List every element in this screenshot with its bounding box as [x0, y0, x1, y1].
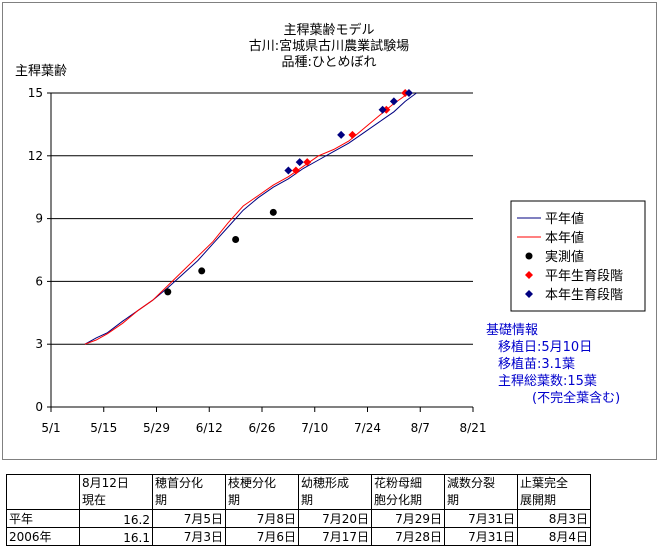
table-cell: 7月6日: [225, 527, 299, 546]
x-tick-label: 7/10: [301, 421, 328, 435]
data-point-2: [164, 288, 172, 296]
info-title: 基礎情報: [486, 323, 539, 338]
stage-point-4: [295, 158, 304, 167]
table-corner-cell: [6, 474, 80, 510]
table-row: 平年 16.2 7月5日 7月8日 7月20日 7月29日 7月31日 8月3日: [6, 509, 591, 528]
chart-title-line-2: 品種:ひとめぼれ: [282, 54, 377, 70]
y-tick-label: 3: [35, 337, 43, 351]
y-tick-label: 6: [35, 274, 43, 288]
table-cell: 7月31日: [444, 509, 518, 528]
y-tick-label: 12: [28, 149, 43, 163]
data-point-2: [269, 208, 277, 216]
x-tick-label: 8/7: [411, 421, 430, 435]
table-cell: 7月31日: [444, 527, 518, 546]
row-label: 2006年: [6, 527, 80, 546]
info-line-transplant-date: 移植日:5月10日: [498, 340, 593, 355]
table-cell: 7月3日: [152, 527, 226, 546]
table-cell: 16.2: [79, 509, 153, 528]
table-cell: 7月20日: [298, 509, 372, 528]
x-tick-label: 5/15: [90, 421, 117, 435]
stage-point-4: [378, 105, 387, 114]
y-tick-label: 15: [28, 86, 43, 100]
stage-point-4: [337, 130, 346, 139]
x-tick-label: 6/12: [196, 421, 223, 435]
table-cell: 7月8日: [225, 509, 299, 528]
table-cell: 7月28日: [371, 527, 445, 546]
table-cell: 8月3日: [517, 509, 591, 528]
table-cell: 16.1: [79, 527, 153, 546]
x-tick-label: 5/29: [143, 421, 170, 435]
data-point-2: [232, 236, 240, 244]
x-tick-label: 5/1: [41, 421, 60, 435]
stage-point-4: [284, 166, 293, 175]
header-young-panicle: 幼穂形成期: [298, 474, 372, 510]
header-pollen-mother-cell: 花粉母細 胞分化期: [371, 474, 445, 510]
info-line-seedling: 移植苗:3.1葉: [498, 357, 576, 372]
table-cell: 8月4日: [517, 527, 591, 546]
header-branch: 枝梗分化期: [225, 474, 299, 510]
y-axis-label: 主稈葉齢: [15, 64, 67, 79]
stage-point-3: [303, 158, 312, 167]
basic-info-panel: 基礎情報 移植日:5月10日 移植苗:3.1葉 主稈総葉数:15葉 (不完全葉含…: [486, 322, 620, 407]
legend-label: 本年生育段階: [545, 287, 623, 303]
legend-label: 実測値: [545, 249, 584, 265]
row-label: 平年: [6, 509, 80, 528]
legend-label: 平年生育段階: [545, 268, 623, 284]
x-tick-label: 8/21: [460, 421, 487, 435]
header-flag-leaf: 止葉完全 展開期: [517, 474, 591, 510]
x-tick-label: 6/26: [249, 421, 276, 435]
legend-box: [510, 200, 646, 312]
stage-point-3: [348, 130, 357, 139]
y-tick-label: 9: [35, 212, 43, 226]
y-tick-label: 0: [35, 400, 43, 414]
data-point-2: [198, 267, 206, 275]
legend-swatch: [525, 271, 533, 279]
legend-swatch: [525, 252, 533, 260]
x-tick-label: 7/24: [354, 421, 381, 435]
header-panicle-neck: 穂首分化期: [152, 474, 226, 510]
table-cell: 7月5日: [152, 509, 226, 528]
legend-swatch: [525, 290, 533, 298]
header-current: 8月12日 現在: [79, 474, 153, 510]
chart-frame: 主稈葉齢モデル 古川:宮城県古川農業試験場 品種:ひとめぼれ主稈葉齢 0 3 6 9 12 15…: [2, 2, 657, 460]
info-line-total-leaves: 主稈総葉数:15葉: [498, 374, 597, 389]
chart-title-line-1: 古川:宮城県古川農業試験場: [249, 38, 409, 54]
legend-label: 平年値: [545, 211, 584, 227]
table-cell: 7月17日: [298, 527, 372, 546]
chart-title-line-0: 主稈葉齢モデル: [283, 22, 374, 38]
stage-point-4: [389, 97, 398, 106]
growth-stage-table: 8月12日 現在 穂首分化期 枝梗分化期 幼穂形成期 花粉母細 胞分化期 減数分裂期…: [6, 474, 591, 546]
table-cell: 7月29日: [371, 509, 445, 528]
table-row: 2006年 16.1 7月3日 7月6日 7月17日 7月28日 7月31日 8…: [6, 527, 591, 546]
stage-point-4: [404, 89, 413, 97]
info-line-note: (不完全葉含む): [532, 391, 621, 406]
table-header-row: 8月12日 現在 穂首分化期 枝梗分化期 幼穂形成期 花粉母細 胞分化期 減数分裂期…: [6, 474, 591, 510]
legend-label: 本年値: [545, 230, 584, 246]
header-meiosis: 減数分裂期: [444, 474, 518, 510]
stage-point-3: [291, 166, 300, 175]
